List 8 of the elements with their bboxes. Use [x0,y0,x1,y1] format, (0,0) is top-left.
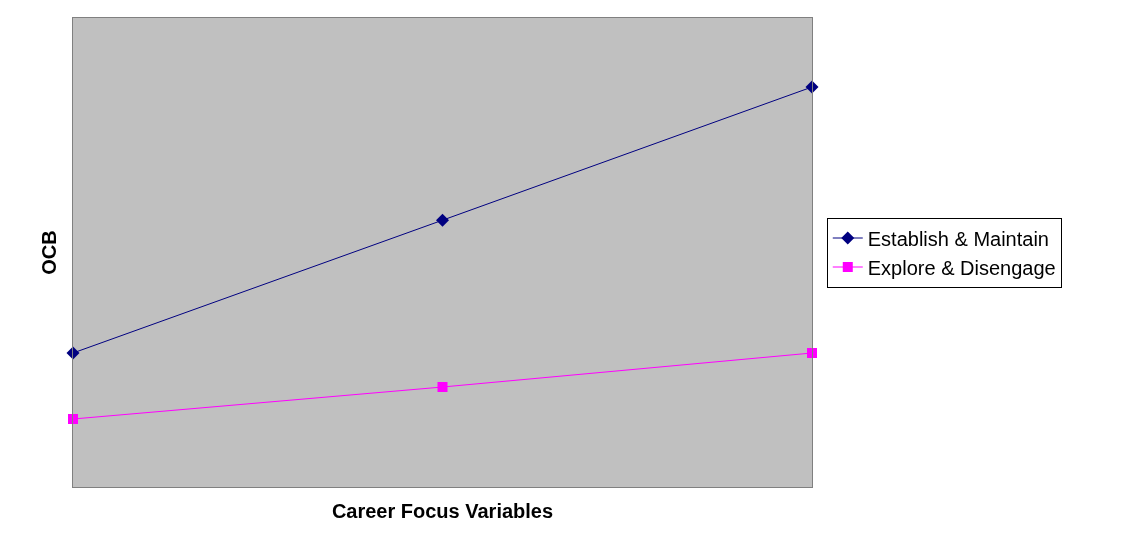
y-axis-title: OCB [37,230,60,275]
point [436,213,449,227]
x-axis-title: Career Focus Variables [331,499,554,522]
point [807,348,817,358]
point [68,414,78,424]
legend-label: Establish & Maintain [867,227,1049,250]
legend-label: Explore & Disengage [867,256,1056,279]
point [437,382,448,392]
